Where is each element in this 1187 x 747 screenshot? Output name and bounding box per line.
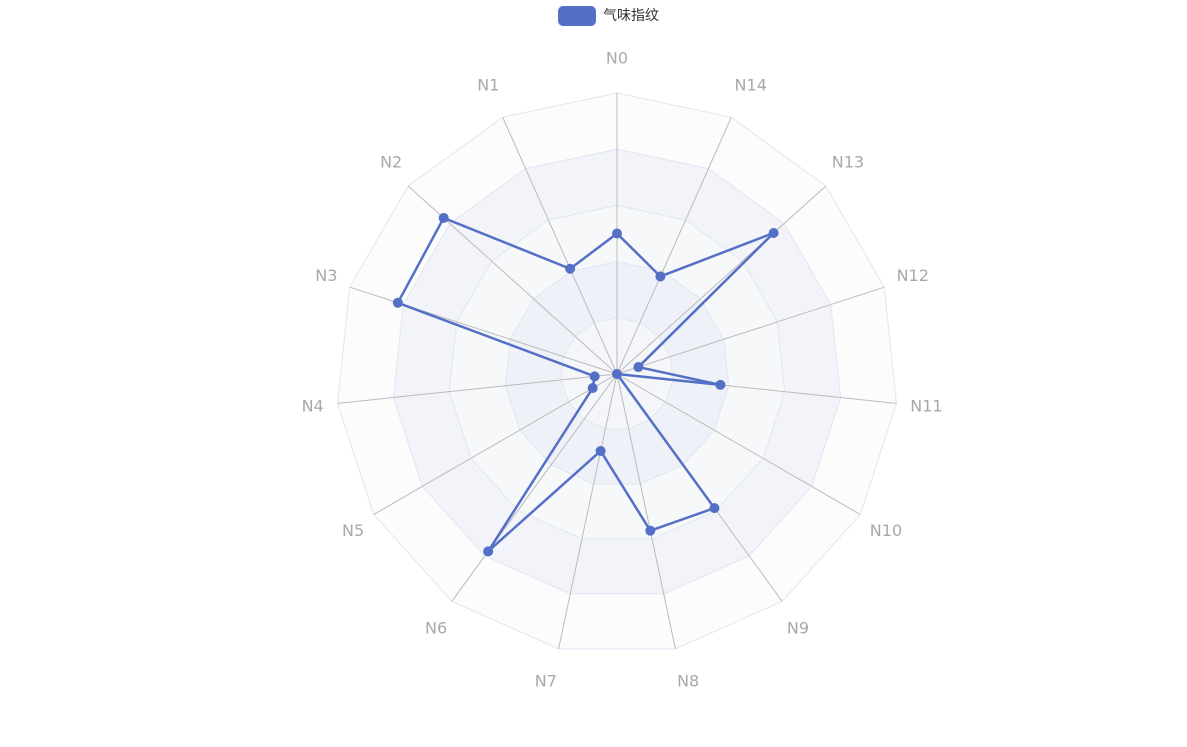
axis-label: N5 (342, 521, 364, 540)
split-line (337, 92, 897, 650)
axis-line (502, 117, 618, 375)
split-line (560, 317, 674, 430)
data-point (483, 546, 494, 557)
axis-label: N2 (380, 153, 402, 172)
axis-label: N9 (787, 618, 809, 637)
legend[interactable]: 气味指纹 (558, 6, 659, 26)
axis-line (451, 373, 618, 602)
split-line (504, 261, 730, 485)
data-point (595, 445, 606, 456)
series-line (396, 216, 775, 553)
data-point (633, 362, 644, 373)
data-point (612, 369, 622, 379)
split-line (392, 148, 842, 595)
data-point (645, 525, 656, 536)
axis-label: N0 (606, 49, 628, 68)
axis-label: N13 (832, 153, 864, 172)
axis-line (616, 286, 885, 375)
data-point (565, 263, 576, 274)
axis-label: N10 (870, 521, 902, 540)
axis-line (373, 373, 618, 515)
data-point (768, 227, 779, 238)
data-point (589, 371, 600, 382)
data-point (655, 271, 666, 282)
split-line (448, 204, 786, 540)
data-point (392, 297, 403, 308)
data-point (587, 383, 598, 394)
legend-swatch[interactable] (558, 6, 596, 26)
data-point (438, 212, 449, 223)
axis-label: N14 (735, 76, 767, 95)
data-point (715, 379, 726, 390)
axis-line (616, 373, 861, 515)
axis-label: N8 (677, 672, 699, 691)
axis-label: N6 (425, 618, 447, 637)
axis-line (616, 117, 732, 375)
data-point (709, 503, 720, 514)
axis-label: N3 (315, 266, 337, 285)
axis-label: N12 (897, 266, 929, 285)
data-point (612, 228, 622, 239)
axis-label: N7 (535, 672, 557, 691)
legend-text[interactable]: 气味指纹 (603, 8, 659, 24)
axis-line (337, 373, 618, 404)
axis-label: N4 (302, 396, 324, 415)
axis-line (616, 185, 827, 375)
axis-line (558, 373, 618, 649)
axis-label: N11 (910, 396, 942, 415)
axis-line (616, 373, 676, 649)
axis-label: N1 (477, 76, 499, 95)
